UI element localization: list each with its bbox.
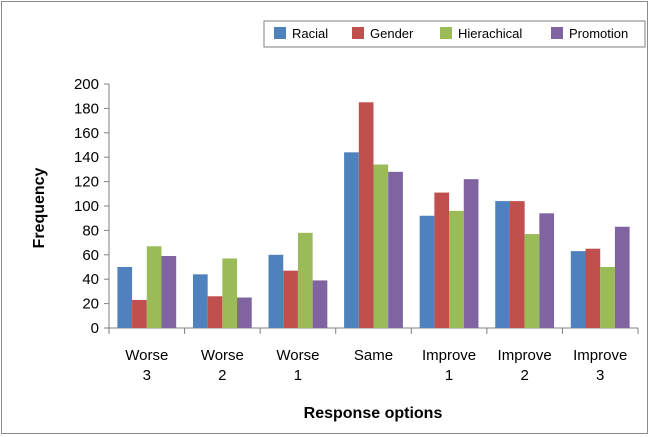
bar-gender bbox=[585, 248, 601, 328]
bar-hierachical bbox=[524, 234, 540, 328]
bar-hierachical bbox=[146, 246, 162, 328]
bar-gender bbox=[207, 296, 223, 328]
y-tick-label: 140 bbox=[74, 149, 99, 166]
bar-hierachical bbox=[449, 210, 464, 328]
bar-racial bbox=[495, 201, 510, 328]
bar-promotion bbox=[614, 226, 630, 328]
y-tick-label: 0 bbox=[91, 320, 99, 337]
x-tick-label: Improve 3 bbox=[573, 347, 627, 384]
bar-hierachical bbox=[297, 232, 313, 328]
bars bbox=[117, 102, 630, 328]
bar-gender bbox=[509, 201, 525, 328]
bar-racial bbox=[117, 267, 133, 328]
bar-hierachical bbox=[600, 267, 615, 328]
x-tick-label: Improve 2 bbox=[498, 347, 552, 384]
bar-promotion bbox=[237, 297, 252, 328]
x-tick-label: Same bbox=[354, 347, 393, 364]
bar-promotion bbox=[539, 213, 555, 328]
bar-promotion bbox=[312, 280, 328, 328]
y-tick-label: 100 bbox=[74, 198, 99, 215]
bar-promotion bbox=[161, 256, 177, 328]
bar-racial bbox=[570, 251, 586, 328]
legend-box bbox=[263, 20, 646, 48]
y-tick-label: 80 bbox=[82, 222, 99, 239]
x-tick-label: Worse 1 bbox=[276, 347, 319, 384]
x-axis-title: Response options bbox=[304, 405, 443, 422]
bar-racial bbox=[419, 215, 435, 328]
y-tick-label: 20 bbox=[82, 296, 99, 313]
legend-swatch-promotion bbox=[551, 27, 563, 39]
y-axis-title: Frequency bbox=[31, 167, 48, 248]
y-tick-label: 120 bbox=[74, 174, 99, 191]
x-tick-label: Worse 3 bbox=[125, 347, 168, 384]
bar-hierachical bbox=[222, 258, 238, 328]
legend-swatch-racial bbox=[274, 27, 286, 39]
y-tick-label: 160 bbox=[74, 125, 99, 142]
y-axis: 0 20 40 60 80 100 120 140 160 180 200 bbox=[74, 76, 110, 337]
legend-swatch-hierachical bbox=[440, 27, 452, 39]
legend: Racial Gender Hierachical Promotion bbox=[263, 20, 646, 48]
y-tick-label: 200 bbox=[74, 76, 99, 93]
bar-racial bbox=[344, 152, 359, 328]
legend-label: Racial bbox=[292, 26, 328, 41]
y-tick-label: 40 bbox=[82, 271, 99, 288]
legend-label: Hierachical bbox=[458, 26, 522, 41]
bar-gender bbox=[283, 270, 298, 328]
y-tick-label: 60 bbox=[82, 247, 99, 264]
bar-gender bbox=[434, 192, 450, 328]
x-axis: Worse 3 Worse 2 Worse 1 Same Improve 1 Improve 2 Im… bbox=[108, 327, 639, 384]
legend-label: Gender bbox=[370, 26, 414, 41]
bar-hierachical bbox=[373, 164, 389, 328]
y-tick-label: 180 bbox=[74, 100, 99, 117]
bar-promotion bbox=[388, 171, 403, 328]
bar-gender bbox=[132, 299, 147, 328]
legend-label: Promotion bbox=[569, 26, 628, 41]
bar-racial bbox=[268, 254, 284, 328]
legend-swatch-gender bbox=[352, 27, 364, 39]
x-tick-label: Worse 2 bbox=[201, 347, 244, 384]
bar-promotion bbox=[463, 179, 479, 328]
x-tick-label: Improve 1 bbox=[422, 347, 476, 384]
bar-racial bbox=[192, 274, 208, 328]
bar-gender bbox=[358, 102, 374, 328]
